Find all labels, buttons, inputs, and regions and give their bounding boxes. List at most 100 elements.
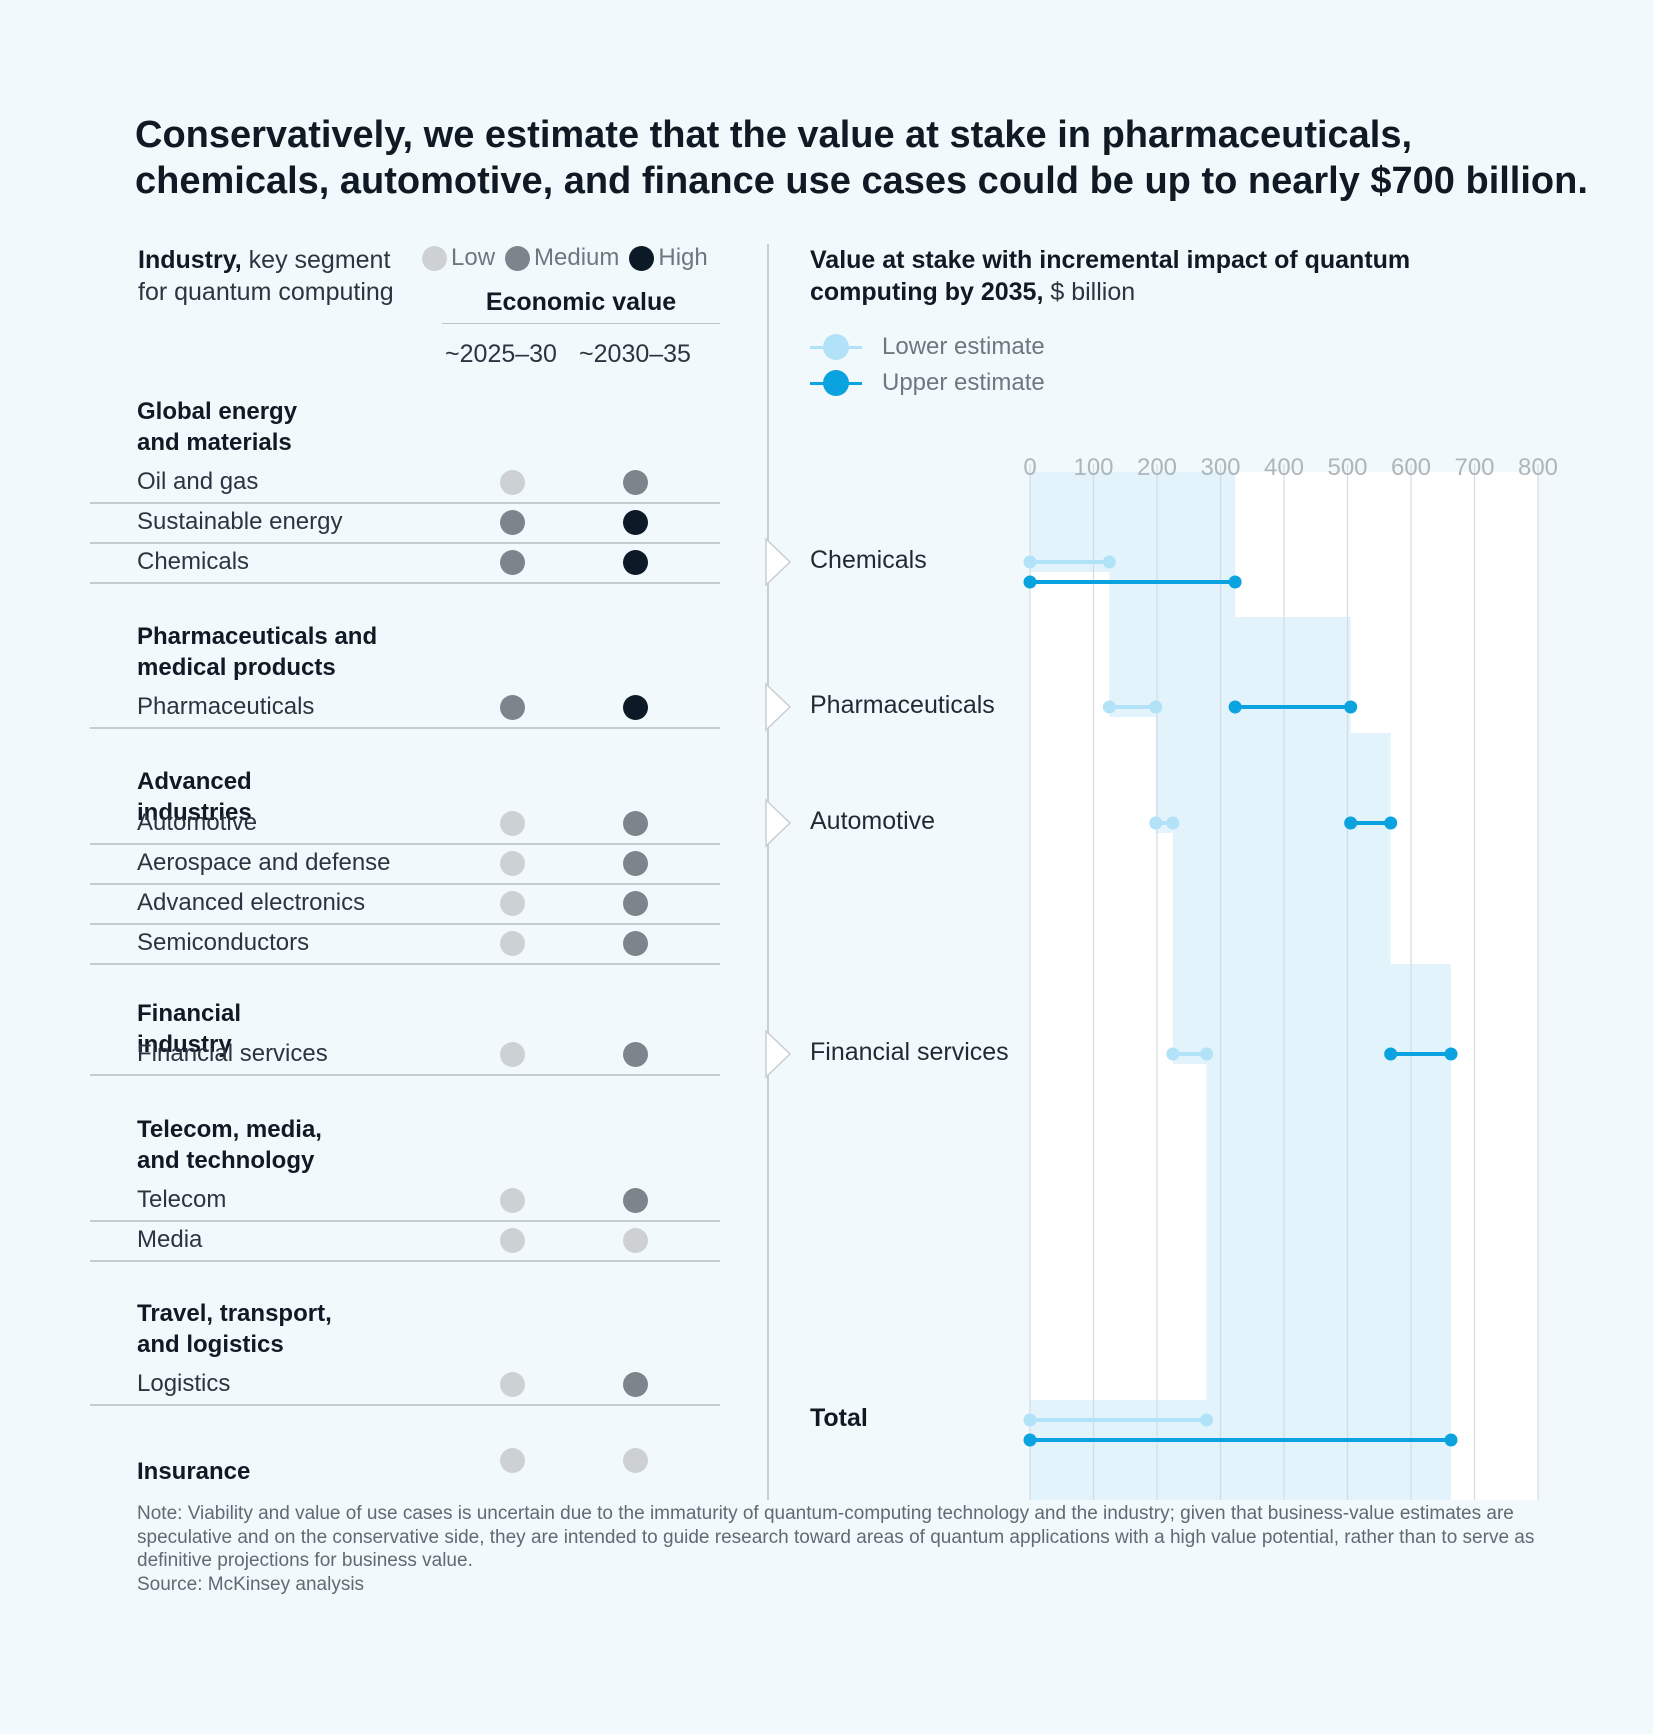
upper-estimate-swatch-icon — [810, 370, 862, 396]
category-label: Financial services — [810, 1038, 1009, 1066]
industry-row-label: Financial services — [137, 1040, 328, 1067]
row-divider — [90, 1404, 720, 1406]
row-connector-chevron — [765, 798, 792, 848]
group-title: Insurance — [137, 1458, 251, 1485]
industry-row-label: Advanced electronics — [137, 889, 366, 916]
lower-estimate-end-point — [1200, 1413, 1214, 1427]
value-dot-2030-35 — [622, 890, 648, 916]
legend-lower-estimate: Lower estimate — [810, 333, 1045, 361]
upper-estimate-start-point — [1228, 700, 1242, 714]
lower-estimate-end-point — [1200, 1047, 1214, 1061]
x-tick-label: 500 — [1327, 454, 1367, 481]
row-divider — [90, 843, 720, 845]
band-lower-top — [1030, 472, 1110, 572]
row-connector-chevron — [765, 1029, 792, 1079]
value-dot-2025-30 — [499, 1371, 525, 1397]
row-divider — [90, 963, 720, 965]
group-title: Pharmaceuticals and medical products — [137, 623, 378, 681]
economic-value-header: Economic value — [442, 288, 720, 324]
period-header-1: ~2025–30 — [445, 340, 557, 368]
group-title: Advanced industries — [137, 768, 252, 826]
band-lower-top — [1172, 964, 1207, 1064]
industry-row-label: Pharmaceuticals — [137, 693, 315, 720]
industry-row-label: Chemicals — [137, 548, 250, 575]
x-tick-label: 600 — [1391, 454, 1431, 481]
upper-estimate-start-point — [1023, 575, 1037, 589]
legend-lower-label: Lower estimate — [882, 333, 1045, 360]
row-connector-chevron — [765, 682, 792, 732]
upper-estimate-start-point — [1384, 1047, 1398, 1061]
upper-estimate-end-point — [1444, 1047, 1458, 1061]
category-label: Automotive — [810, 807, 936, 835]
legend-high-label: High — [658, 244, 708, 271]
value-dot-2025-30 — [499, 1187, 525, 1213]
lower-estimate-swatch-icon — [810, 334, 862, 360]
value-dot-2025-30 — [499, 930, 525, 956]
group-title: Global energy and materials — [137, 398, 298, 456]
row-divider — [90, 1260, 720, 1262]
value-dot-2030-35 — [622, 1041, 648, 1067]
lower-estimate-start-point — [1166, 1047, 1180, 1061]
legend-upper-estimate: Upper estimate — [810, 369, 1045, 397]
band-lower-top — [1109, 617, 1156, 717]
lower-estimate-start-point — [1149, 816, 1163, 830]
group-title: Travel, transport, and logistics — [137, 1300, 332, 1358]
industry-header-rest: key segment for quantum computing — [138, 246, 394, 306]
value-dot-2030-35 — [622, 1447, 648, 1473]
chart-subtitle-bold: Value at stake with incremental impact o… — [810, 246, 1411, 306]
high-dot-icon — [629, 245, 655, 271]
x-tick-label: 0 — [1023, 454, 1036, 481]
lower-estimate-start-point — [1023, 1413, 1037, 1427]
legend-low-label: Low — [451, 244, 496, 271]
group-title: Telecom, media, and technology — [137, 1116, 322, 1174]
footnote: Note: Viability and value of use cases i… — [137, 1502, 1557, 1596]
x-tick-label: 800 — [1518, 454, 1558, 481]
value-dot-2030-35 — [622, 1371, 648, 1397]
value-dot-2030-35 — [622, 694, 648, 720]
x-tick-label: 400 — [1264, 454, 1304, 481]
column-divider — [767, 244, 769, 1500]
row-divider — [90, 582, 720, 584]
industry-row-label: Sustainable energy — [137, 508, 343, 535]
medium-dot-icon — [505, 245, 531, 271]
lower-estimate-end-point — [1102, 555, 1116, 569]
legend-high: High — [629, 244, 708, 272]
value-dot-2030-35 — [622, 930, 648, 956]
value-dot-2030-35 — [622, 1187, 648, 1213]
industry-header-bold: Industry, — [138, 246, 242, 274]
x-tick-label: 200 — [1137, 454, 1177, 481]
row-divider — [90, 923, 720, 925]
value-dot-2025-30 — [499, 890, 525, 916]
value-dot-2030-35 — [622, 509, 648, 535]
upper-estimate-end-point — [1384, 816, 1398, 830]
lower-estimate-start-point — [1102, 700, 1116, 714]
value-dot-2030-35 — [622, 810, 648, 836]
lower-estimate-end-point — [1166, 816, 1180, 830]
x-tick-label: 700 — [1454, 454, 1494, 481]
row-divider — [90, 542, 720, 544]
period-header-2: ~2030–35 — [579, 340, 691, 368]
industry-row-label: Aerospace and defense — [137, 849, 391, 876]
chart-subtitle: Value at stake with incremental impact o… — [810, 244, 1510, 308]
x-tick-label: 300 — [1200, 454, 1240, 481]
legend-upper-label: Upper estimate — [882, 369, 1045, 396]
low-dot-icon — [422, 245, 447, 271]
upper-estimate-start-point — [1023, 1433, 1037, 1447]
value-dot-2025-30 — [499, 850, 525, 876]
industry-row-label: Oil and gas — [137, 468, 259, 495]
band-lower-top — [1155, 733, 1173, 833]
industry-row-label: Logistics — [137, 1370, 231, 1397]
upper-estimate-end-point — [1444, 1433, 1458, 1447]
band-total — [1030, 1400, 1452, 1500]
row-divider — [90, 1220, 720, 1222]
value-dot-2030-35 — [622, 469, 648, 495]
value-dot-2030-35 — [622, 549, 648, 575]
value-dot-2025-30 — [499, 549, 525, 575]
value-dot-2025-30 — [499, 469, 525, 495]
legend-medium-label: Medium — [534, 244, 620, 271]
x-tick-label: 100 — [1073, 454, 1113, 481]
industry-row-label: Semiconductors — [137, 929, 310, 956]
category-label-total: Total — [810, 1404, 868, 1432]
lower-estimate-start-point — [1023, 555, 1037, 569]
